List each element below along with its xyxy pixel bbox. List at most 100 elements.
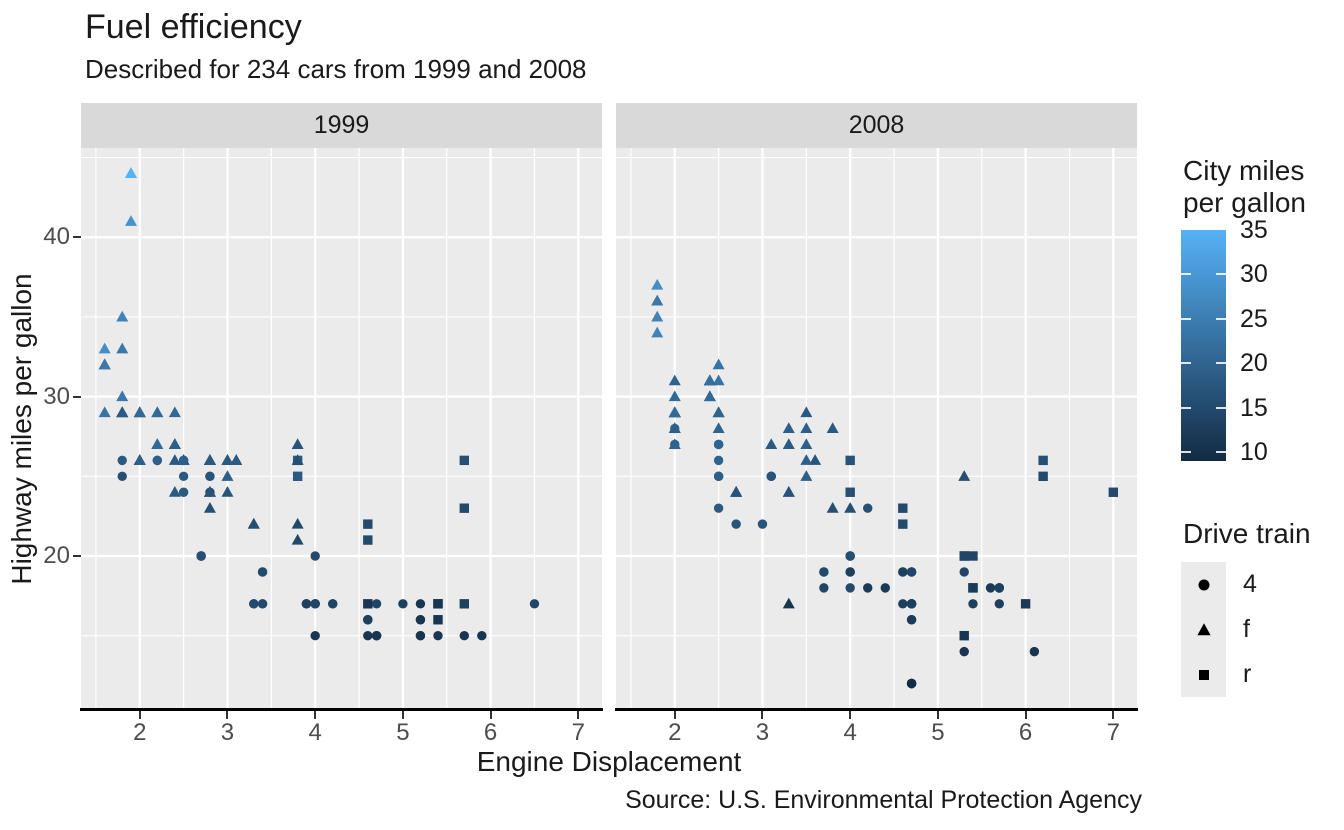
data-point [985, 583, 996, 593]
x-tick-mark [314, 711, 317, 719]
data-point [782, 597, 795, 609]
data-point [221, 486, 234, 497]
data-point [415, 630, 426, 641]
y-tick-mark [73, 395, 81, 398]
x-tick-label: 7 [1106, 719, 1120, 746]
data-point [415, 599, 426, 609]
x-axis-line [80, 708, 603, 711]
gridlines [616, 148, 1137, 709]
data-point [844, 501, 857, 513]
data-point [713, 471, 724, 482]
data-point [826, 422, 839, 433]
colorbar-tick-label: 10 [1240, 438, 1268, 467]
data-point [898, 519, 908, 529]
facet-strip-label: 1999 [313, 111, 370, 139]
data-point [291, 438, 304, 449]
colorbar-tick-label: 25 [1240, 304, 1268, 333]
points-layer [651, 278, 1119, 689]
x-tick-label: 4 [308, 719, 322, 746]
x-tick-label: 5 [396, 719, 410, 746]
data-point [98, 342, 111, 354]
y-tick-label: 30 [43, 382, 70, 410]
data-point [1020, 599, 1031, 609]
data-point [713, 439, 724, 450]
data-point [668, 438, 681, 449]
x-tick-mark [936, 711, 939, 719]
colorbar-tick-mark [1181, 451, 1191, 454]
data-point [994, 599, 1004, 609]
scatter-panel-2008 [616, 148, 1137, 709]
data-point [363, 615, 373, 625]
data-point [651, 310, 664, 322]
square-icon [1198, 669, 1209, 680]
colorbar-tick-mark [1216, 451, 1226, 454]
data-point [203, 486, 216, 497]
data-point [800, 454, 813, 465]
data-point [819, 583, 829, 593]
data-point [363, 630, 373, 641]
colorbar-tick-label: 35 [1240, 216, 1268, 244]
data-point [713, 455, 724, 466]
data-point [800, 422, 813, 433]
data-point [116, 390, 129, 402]
data-point [168, 454, 181, 465]
shape-legend-title: Drive train [1183, 518, 1311, 549]
gridlines [81, 148, 602, 709]
data-point [98, 358, 111, 370]
data-point [363, 535, 373, 545]
data-point [116, 310, 129, 322]
x-tick-label: 6 [1018, 719, 1033, 746]
shape-legend-key [1181, 652, 1226, 697]
data-point [203, 454, 216, 465]
x-tick-mark [577, 711, 580, 719]
data-point [958, 470, 971, 481]
data-point [168, 406, 181, 418]
data-point [713, 503, 724, 513]
data-point [178, 487, 189, 497]
shape-legend-key [1181, 607, 1226, 652]
data-point [152, 455, 163, 466]
data-point [845, 455, 855, 466]
data-point [221, 454, 234, 465]
colorbar-tick-mark [1181, 362, 1191, 365]
x-tick-label: 4 [843, 719, 857, 746]
data-point [651, 294, 664, 306]
data-point [703, 374, 716, 386]
data-point [398, 599, 408, 609]
y-axis-title: Highway miles per gallon [6, 273, 37, 585]
x-tick-label: 2 [668, 719, 682, 746]
x-tick-label: 5 [931, 719, 945, 746]
color-legend-gradient-bar [1181, 230, 1226, 461]
data-point [1029, 646, 1040, 657]
data-point [731, 519, 741, 529]
x-tick-mark [849, 711, 852, 719]
colorbar-tick-mark [1216, 273, 1226, 276]
x-tick-mark [401, 711, 404, 719]
data-point [880, 583, 890, 593]
data-point [959, 646, 969, 657]
data-point [968, 599, 978, 609]
data-point [994, 583, 1004, 593]
data-point [782, 486, 795, 497]
data-point [168, 486, 181, 497]
y-tick-label: 40 [43, 223, 70, 251]
facet-strip-2008: 2008 [616, 103, 1137, 148]
data-point [98, 406, 111, 418]
data-point [906, 615, 917, 625]
colorbar-tick-mark [1216, 317, 1226, 320]
data-point [968, 551, 978, 561]
data-point [178, 471, 189, 482]
data-point [712, 374, 725, 386]
data-point [230, 454, 243, 465]
data-point [221, 470, 234, 481]
data-point [712, 406, 725, 418]
x-tick-mark [1112, 711, 1115, 719]
data-point [257, 599, 268, 609]
data-point [291, 517, 304, 529]
data-point [959, 567, 969, 577]
x-tick-label: 6 [483, 719, 498, 746]
data-point [1038, 471, 1048, 482]
data-point [363, 519, 373, 529]
circle-icon [1198, 579, 1209, 590]
